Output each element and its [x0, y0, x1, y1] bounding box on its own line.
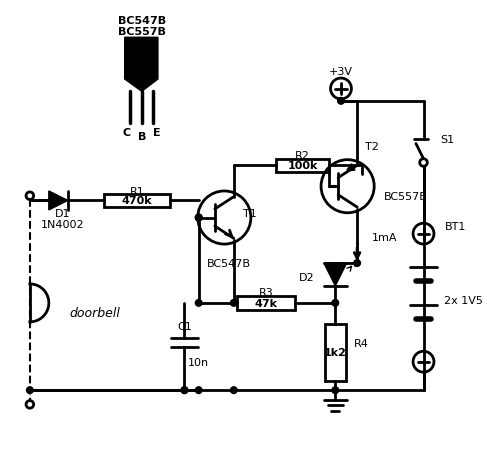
- Text: BC557B: BC557B: [118, 26, 166, 36]
- Text: 10n: 10n: [188, 357, 209, 367]
- Circle shape: [332, 387, 338, 394]
- Text: D1: D1: [56, 208, 71, 218]
- Circle shape: [230, 387, 237, 394]
- Text: R2: R2: [295, 151, 310, 161]
- Text: BC557B: BC557B: [384, 191, 428, 201]
- Text: R3: R3: [259, 288, 273, 298]
- Circle shape: [181, 387, 188, 394]
- Text: BC547B: BC547B: [207, 258, 251, 268]
- Bar: [277, 159, 329, 172]
- Bar: [325, 324, 346, 381]
- Text: S1: S1: [441, 135, 455, 145]
- Text: BT1: BT1: [444, 222, 466, 232]
- Text: BC547B: BC547B: [118, 16, 166, 26]
- Polygon shape: [324, 263, 347, 286]
- Text: C1: C1: [177, 321, 192, 331]
- Text: T1: T1: [244, 208, 257, 218]
- Text: +3V: +3V: [329, 67, 353, 77]
- Text: 1k2: 1k2: [324, 348, 347, 358]
- Text: 100k: 100k: [287, 161, 318, 171]
- Bar: [237, 297, 296, 310]
- Circle shape: [354, 260, 360, 267]
- Text: doorbell: doorbell: [70, 306, 121, 319]
- Text: T2: T2: [365, 142, 378, 152]
- Circle shape: [195, 300, 202, 307]
- Circle shape: [26, 387, 33, 394]
- Text: 1N4002: 1N4002: [41, 220, 85, 230]
- Circle shape: [195, 215, 202, 221]
- Circle shape: [195, 387, 202, 394]
- Circle shape: [195, 215, 202, 221]
- Polygon shape: [49, 192, 68, 211]
- Circle shape: [230, 300, 237, 307]
- Polygon shape: [125, 38, 158, 92]
- Text: 2x 1V5: 2x 1V5: [444, 295, 483, 305]
- Bar: [104, 194, 170, 207]
- Text: 47k: 47k: [255, 298, 278, 308]
- Circle shape: [332, 300, 338, 307]
- Text: R1: R1: [130, 187, 145, 197]
- Text: R4: R4: [354, 338, 369, 348]
- Text: D2: D2: [299, 273, 315, 283]
- Circle shape: [337, 98, 344, 105]
- Text: 470k: 470k: [122, 196, 152, 206]
- Text: 1mA: 1mA: [372, 233, 398, 243]
- Text: B: B: [138, 131, 146, 142]
- Circle shape: [181, 387, 188, 394]
- Text: C: C: [123, 128, 131, 138]
- Text: E: E: [153, 128, 161, 138]
